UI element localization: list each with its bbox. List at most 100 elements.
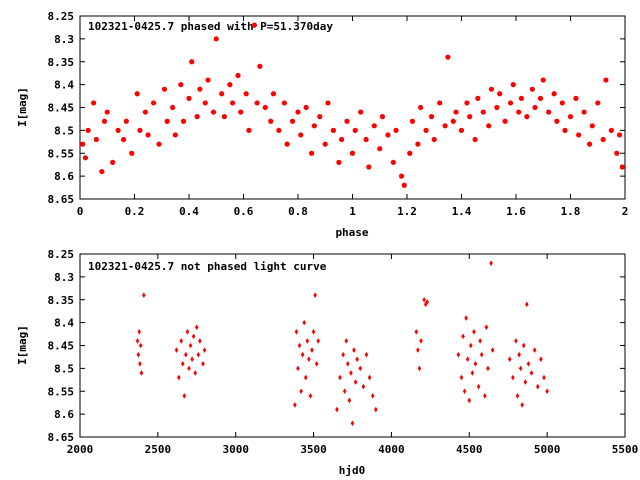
unphased-data-point [484,324,489,330]
phased-data-point [150,100,157,106]
phased-data-point [371,123,377,129]
phased-data-point [551,91,557,97]
unphased-data-point [305,338,310,344]
unphased-data-point [338,374,342,381]
unphased-data-point [367,374,372,381]
phased-chart-title: 102321-0425.7 phased with P=51.370day [88,20,333,33]
unphased-panel: 102321-0425.7 not phased light curve I[m… [16,248,638,477]
unphased-data-point [142,292,146,298]
unphased-x-tick-label: 2500 [145,443,172,456]
phased-data-point [246,127,252,133]
phased-data-point [82,155,89,161]
phased-data-point [317,114,323,120]
unphased-data-point [296,365,300,372]
unphased-data-point [349,370,353,376]
unphased-y-tick-label: 8.55 [48,385,75,398]
phased-data-point [518,95,525,101]
phased-data-point [129,150,135,156]
unphased-data-point [542,374,546,381]
phased-y-tick-label: 8.6 [54,170,74,183]
phased-data-point [101,118,108,124]
unphased-data-point [294,328,299,335]
unphased-x-tick-label: 4000 [378,443,405,456]
phased-data-point [377,146,383,152]
phased-data-point [85,127,91,133]
phased-data-point [276,127,282,133]
phased-data-point [205,77,211,83]
phased-data-point [121,136,127,143]
phased-data-point [238,109,244,115]
phased-data-point [197,86,203,92]
unphased-data-point [136,351,141,358]
phased-data-point [532,104,538,111]
phased-data-point [202,100,208,106]
phased-data-point [573,95,579,101]
unphased-data-point [479,351,484,358]
phased-data-point [115,127,121,133]
unphased-data-point [297,342,302,349]
phased-data-point [529,86,535,92]
phased-data-point [322,141,328,147]
unphased-y-tick-label: 8.35 [48,294,75,307]
phased-data-point [586,141,593,147]
phased-data-point [243,91,249,97]
unphased-data-point [316,338,321,344]
unphased-y-tick-label: 8.5 [54,362,74,375]
phased-data-point [415,141,421,147]
phased-data-point [516,109,522,115]
unphased-data-point [419,338,423,344]
phased-y-tick-label: 8.25 [48,10,75,23]
phased-data-point [262,104,268,111]
unphased-data-point [476,383,481,390]
phased-data-point [614,150,620,156]
unphased-data-point [521,342,526,349]
phased-data-point [210,109,217,115]
unphased-x-tick-label: 2000 [67,443,94,456]
unphased-data-point [185,328,190,335]
phased-data-point [172,132,178,138]
unphased-data-point [202,347,207,353]
unphased-x-tick-label: 5000 [534,443,561,456]
phased-y-tick-label: 8.3 [54,33,74,46]
unphased-data-point [517,351,521,358]
phased-y-tick-label: 8.4 [54,79,74,92]
phased-data-point [595,100,601,106]
unphased-data-point [179,338,184,344]
unphased-y-tick-label: 8.65 [48,431,75,444]
unphased-x-tick-label: 5500 [612,443,639,456]
unphased-y-tick-label: 8.6 [54,408,74,421]
phased-data-point [309,150,315,156]
phased-y-axis-label: I[mag] [16,87,29,127]
unphased-data-point [201,361,205,367]
unphased-data-point [416,347,420,353]
phased-data-point [467,114,473,120]
phased-data-point [330,127,337,133]
unphased-y-tick-label: 8.3 [54,271,74,284]
unphased-y-axis-label: I[mag] [16,325,29,365]
phased-data-point [303,104,309,111]
unphased-data-point [196,351,201,358]
phased-data-point [194,114,200,120]
phased-y-ticks: 8.25 8.3 8.35 8.4 8.45 8.5 8.55 8.6 8.65 [48,10,625,206]
unphased-data-point [536,383,540,390]
unphased-data-point [138,342,143,349]
phased-data-point [284,141,290,147]
unphased-data-point [478,338,482,344]
unphased-data-point [177,374,181,381]
unphased-data-point [353,379,358,385]
unphased-data-point [515,393,520,399]
unphased-data-point [523,379,528,385]
phased-x-tick-label: 1.4 [452,205,472,218]
phased-data-point [475,95,481,101]
unphased-data-point [507,356,512,363]
unphased-data-point [293,402,297,408]
unphased-data-point [313,292,317,298]
unphased-data-point [135,338,140,344]
phased-data-point [385,132,391,138]
unphased-data-point [198,338,202,344]
phased-data-point [379,114,386,120]
phased-data-point [401,182,407,188]
unphased-data-point [461,333,465,340]
phased-data-point [221,114,228,120]
